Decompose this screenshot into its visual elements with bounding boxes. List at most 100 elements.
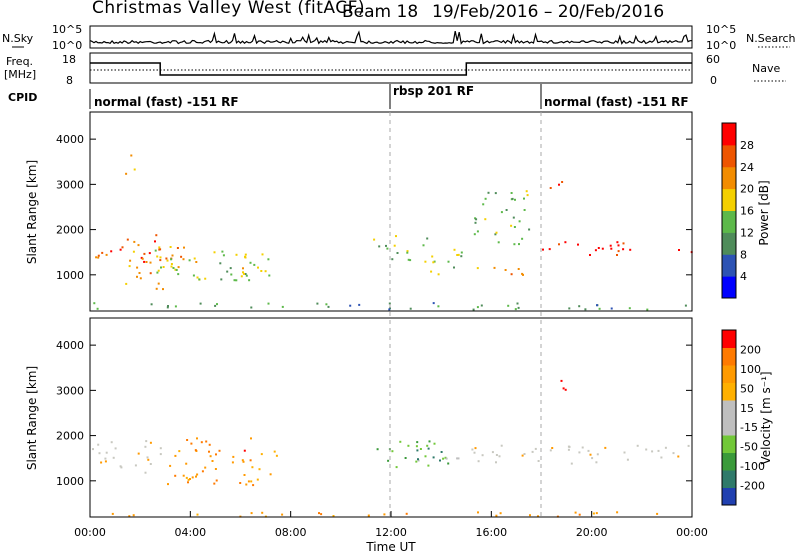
scatter-cell-12 [578,305,581,308]
scatter-cell-0 [120,466,123,469]
scatter-cell-9 [629,248,632,251]
date-range: 19/Feb/2016 – 20/Feb/2016 [432,2,664,22]
xtick-label: 00:00 [676,526,708,539]
scatter-cell-5 [587,449,590,452]
scatter-cell-1 [260,453,263,456]
scatter-cell-4 [242,271,244,274]
colorbar-tick: 12 [740,226,754,239]
colorbar-tick: 200 [740,343,761,356]
scatter-cell-0 [159,447,162,450]
scatter-cell-5 [481,454,484,457]
scatter-cell-9 [542,248,544,251]
scatter-cell-8 [513,243,516,246]
scatter-cell-0 [145,440,148,443]
scatter-cell-3 [428,440,431,443]
scatter-cell-12 [684,304,687,307]
scatter-cell-9 [622,242,625,245]
colorbar-band [722,470,736,488]
scatter-cell-7 [529,514,531,517]
scatter-cell-4 [416,449,419,452]
scatter-cell-0 [133,240,136,243]
scatter-cell-7 [537,515,539,518]
scatter-cell-5 [651,450,654,453]
scatter-cell-2 [154,249,157,252]
scatter-cell-4 [439,459,441,462]
cpid-segment-1: normal (fast) -151 RF [94,95,239,109]
scatter-cell-2 [250,437,252,440]
cpid-segment-2: rbsp 201 RF [393,84,474,98]
scatter-cell-1 [209,455,212,458]
scatter-cell-5 [660,456,663,459]
power-heatmap [93,154,693,311]
colorbar-tick: -15 [740,421,758,434]
ytick-label: 1000 [56,475,84,488]
ytick-label: 3000 [56,384,84,397]
scatter-cell-5 [567,448,570,451]
colorbar-band [722,487,736,506]
scatter-cell-7 [493,266,496,269]
scatter-cell-5 [386,247,389,250]
scatter-cell-7 [595,512,598,515]
scatter-cell-2 [194,449,197,452]
xtick-label: 16:00 [475,526,507,539]
colorbar-band [722,210,736,233]
scatter-cell-5 [409,259,412,262]
scatter-cell-1 [138,272,141,274]
scatter-cell-3 [416,441,419,444]
scatter-cell-1 [182,258,185,261]
colorbar-band [722,400,736,418]
velocity-colorbar: -200 -100 -50 -15 15 50 100 200 [721,329,765,506]
colorbar-band [722,232,736,255]
scatter-cell-3 [219,262,222,265]
velocity-yticks: 1000 2000 3000 4000 [56,339,692,488]
scatter-cell-10 [561,181,564,183]
scatter-cell-9 [616,241,619,244]
scatter-cell-10 [549,187,552,189]
scatter-cell-12 [174,305,177,308]
scatter-cell-0 [114,447,117,450]
time-axis-label: Time UT [365,540,416,554]
scatter-cell-3 [267,258,270,261]
colorbar-tick: 20 [740,183,754,196]
scatter-cell-4 [260,270,263,272]
scatter-cell-12 [150,303,153,306]
scatter-cell-8 [521,237,524,240]
scatter-cell-5 [373,238,376,241]
scatter-cell-1 [196,473,199,476]
scatter-cell-8 [525,190,528,193]
scatter-cell-6 [457,253,460,256]
scatter-cell-12 [480,304,483,307]
scatter-cell-7 [318,512,320,515]
scatter-cell-5 [623,451,626,454]
scatter-cell-7 [504,269,507,271]
colorbar-tick: 4 [740,270,747,283]
freq-right-tick-top: 60 [706,53,720,66]
scatter-cell-7 [332,515,335,517]
scatter-cell-2 [196,437,198,440]
cpid-segment-3: normal (fast) -151 RF [544,95,689,109]
scatter-cell-5 [672,452,675,455]
scatter-cell-1 [251,466,254,469]
scatter-cell-2 [243,449,246,452]
scatter-cell-0 [112,456,115,459]
scatter-cell-3 [244,255,246,258]
scatter-cell-4 [440,451,443,453]
scatter-cell-6 [432,261,435,264]
scatter-cell-5 [531,450,534,453]
scatter-cell-1 [232,455,235,458]
scatter-cell-1 [195,475,197,478]
scatter-cell-2 [177,273,180,276]
scatter-cell-8 [510,192,513,194]
scatter-cell-5 [570,462,573,465]
scatter-cell-8 [518,243,520,246]
scatter-cell-1 [275,454,278,457]
power-yticks: 1000 2000 3000 4000 [56,133,692,282]
noise-search-label: N.Search [746,32,796,45]
colorbar-tick: 16 [740,205,754,218]
colorbar-band [722,452,736,471]
scatter-cell-1 [136,275,138,278]
scatter-cell-7 [578,513,581,516]
noise-left-tick-top: 10^5 [52,23,82,36]
scatter-cell-0 [146,456,149,459]
